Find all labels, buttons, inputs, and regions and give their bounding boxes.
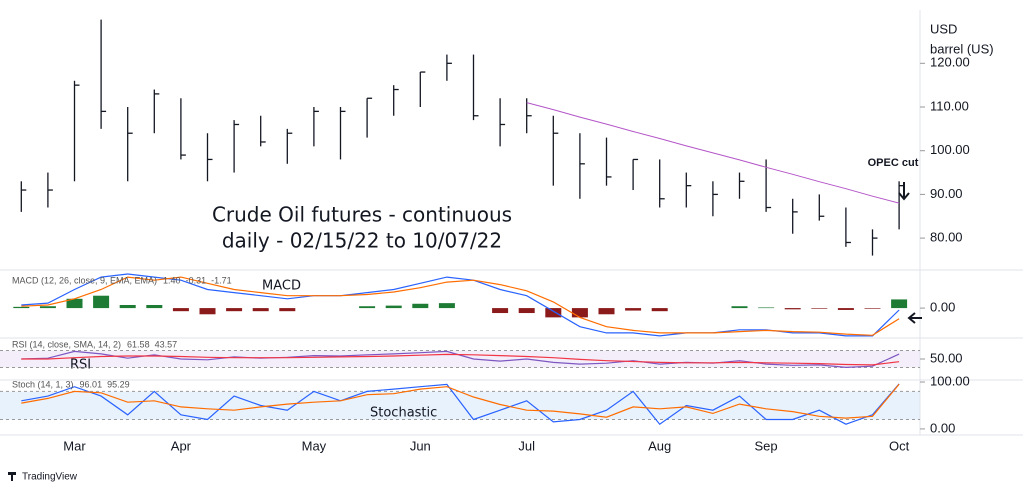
histogram-bar [545,308,562,318]
histogram-bar [758,307,775,309]
histogram-bar [571,308,588,318]
y-tick-label: 50.00 [930,350,963,365]
x-tick-label: Oct [889,438,910,453]
y-tick-label: 100.00 [930,373,970,388]
histogram-bar [252,308,269,312]
legend: MACD (12, 26, close, 9, EMA, EMA) [12,275,157,285]
legend-value: 43.57 [155,339,178,349]
annotation: daily - 02/15/22 to 10/07/22 [222,229,502,253]
legend-value: -1.71 [211,275,232,285]
histogram-bar [385,305,402,309]
histogram-bar [492,308,509,314]
histogram-bar [199,308,216,315]
histogram-bar [13,306,30,309]
histogram-bar [784,308,801,310]
x-tick-label: Mar [63,438,86,453]
histogram-bar [651,308,668,312]
line-signal [21,276,900,336]
arrow [898,182,910,201]
histogram-bar [119,304,136,309]
arrow [907,312,922,324]
panel-label: Stochastic [370,406,437,421]
histogram-bar [39,306,56,309]
y-tick-label: 110.00 [930,98,969,113]
histogram-bar [146,304,163,309]
y-tick-label: 0.00 [930,300,955,315]
histogram-bar [598,308,615,315]
histogram-bar [438,303,455,309]
histogram-bar [172,308,189,312]
histogram-bar [891,299,908,309]
x-tick-label: May [302,438,327,453]
histogram-bar [66,298,83,309]
histogram-bar [226,308,243,312]
histogram-bar [731,306,748,309]
histogram-bar [93,295,110,309]
y-unit: barrel (US) [930,41,994,56]
band-fill [0,391,920,420]
y-tick-label: 100.00 [930,142,970,157]
histogram-bar [279,308,296,312]
histogram-bar [864,308,881,309]
watermark: TradingView [22,472,78,483]
histogram-bar [359,306,376,309]
histogram-bar [625,308,642,311]
x-tick-label: Apr [171,438,192,453]
panel-label: MACD [262,279,301,294]
line-ma [21,353,900,366]
legend-value: 61.58 [127,339,150,349]
panel-label: RSI [70,358,91,373]
line-k [21,383,900,426]
histogram-bar [518,308,535,314]
annotation: OPEC cut [868,157,919,169]
histogram-bar [837,308,854,310]
histogram-bar [811,308,828,309]
y-tick-label: 90.00 [930,186,963,201]
y-tick-label: 0.00 [930,420,955,435]
line-trendline [526,102,900,204]
x-tick-label: Aug [648,438,671,453]
legend-value: 95.29 [107,379,130,389]
x-tick-label: Jul [518,438,535,453]
legend: Stoch (14, 1, 3) [12,379,74,389]
y-tick-label: 80.00 [930,230,963,245]
legend: RSI (14, close, SMA, 14, 2) [12,339,121,349]
y-label: USD [930,21,957,36]
y-tick-label: 120.00 [930,55,970,70]
legend-value: -0.31 [186,275,207,285]
x-tick-label: Sep [755,438,778,453]
line-d [21,383,900,419]
legend-value: 1.40 [163,275,181,285]
histogram-bar [412,303,429,309]
logo [8,472,16,481]
annotation: Crude Oil futures - continuous [212,203,512,227]
x-tick-label: Jun [410,438,431,453]
legend-value: 96.01 [80,379,103,389]
